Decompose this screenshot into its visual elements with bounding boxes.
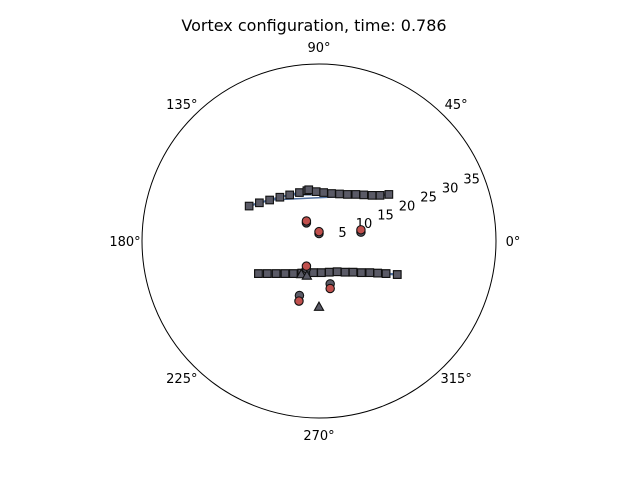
vortex-square-marker [319,188,329,197]
vortex-square-marker [295,188,304,197]
vortex-square-marker [316,268,326,278]
vortex-square-marker [392,270,402,279]
angle-tick-labels: 0° 45° 90° 135° 180° 225° 270° 315° [109,41,520,444]
radial-tick-label: 5 [338,226,346,241]
polar-frame [141,63,497,419]
vortex-square-marker [275,192,285,202]
plot-series [244,185,402,311]
vortex-square-marker [255,198,264,208]
vortex-square-marker [351,190,361,199]
vortex-square-marker [357,268,366,278]
vortex-square-marker [304,185,314,195]
vortex-circle-marker [301,216,312,226]
vortex-square-marker [271,269,281,278]
radial-tick-label: 35 [463,173,480,188]
radial-tick-label: 15 [377,208,394,223]
angle-tick-label: 225° [166,372,197,387]
vortex-circle-marker [294,296,304,306]
vortex-square-marker [365,268,375,278]
vortex-square-marker [262,269,272,278]
angle-tick-label: 180° [109,235,140,250]
vortex-square-marker [384,190,394,199]
angle-tick-label: 135° [166,98,197,113]
vortex-square-marker [265,195,274,205]
vortex-square-marker [375,191,385,200]
angle-tick-label: 270° [303,429,334,444]
series-2 [254,267,402,279]
vortex-square-marker [343,190,352,199]
radial-tick-label: 25 [420,190,437,205]
vortex-square-marker [285,190,295,200]
vortex-square-marker [289,269,298,278]
vortex-square-marker [280,269,290,278]
series-5 [295,268,325,311]
polar-axes [141,63,497,419]
angle-tick-label: 315° [441,372,472,387]
vortex-circle-marker [301,261,312,271]
series-4 [294,216,366,306]
vortex-circle-marker [325,283,335,294]
chart-title: Vortex configuration, time: 0.786 [181,16,446,35]
vortex-circle-marker [314,226,324,237]
angle-tick-label: 45° [445,98,468,113]
vortex-square-marker [332,267,342,277]
vortex-square-marker [327,189,336,198]
series-0 [244,185,394,211]
vortex-square-marker [311,187,321,196]
vortex-triangle-marker [313,300,325,311]
angle-tick-label: 90° [307,41,330,56]
vortex-square-marker [348,267,358,277]
radial-tick-label: 20 [399,199,416,214]
vortex-square-marker [381,269,391,278]
vortex-square-marker [254,269,263,278]
vortex-square-marker [244,201,254,211]
vortex-circle-marker [356,225,366,235]
vortex-square-marker [324,267,334,277]
vortex-triangle-marker [301,269,313,280]
angle-tick-label: 0° [506,235,521,250]
vortex-square-marker [340,267,350,277]
vortex-square-marker [373,268,383,278]
vortex-square-marker [359,190,369,200]
radial-tick-label: 30 [442,182,459,197]
vortex-square-marker [367,191,377,200]
vortex-square-marker [335,189,344,199]
